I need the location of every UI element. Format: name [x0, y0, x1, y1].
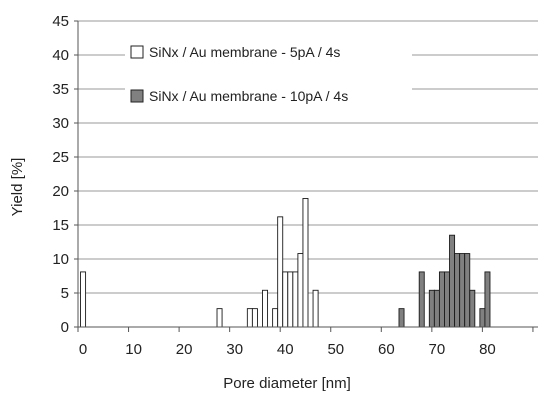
bar-5pa — [262, 289, 269, 328]
bar-5pa — [251, 308, 258, 328]
bar-10pa — [428, 289, 435, 328]
legend: SiNx / Au membrane - 5pA / 4s SiNx / Au … — [130, 44, 348, 104]
bar-10pa — [459, 253, 466, 328]
x-tick-label: 40 — [277, 341, 294, 358]
bar-10pa — [418, 271, 425, 328]
y-tick-label: 15 — [52, 217, 69, 234]
x-tick-label: 20 — [176, 341, 193, 358]
bar-5pa — [302, 198, 309, 328]
legend-item-10pa: SiNx / Au membrane - 10pA / 4s — [130, 88, 348, 104]
x-tick-label: 70 — [429, 341, 446, 358]
y-tick-label: 10 — [52, 251, 69, 268]
x-tick-label: 10 — [125, 341, 142, 358]
bars — [80, 198, 491, 328]
x-tick-label: 0 — [79, 341, 87, 358]
bar-10pa — [479, 308, 486, 328]
x-tick-label: 60 — [378, 341, 395, 358]
bar-5pa — [216, 308, 223, 328]
bar-5pa — [287, 271, 294, 328]
legend-swatch-10pa — [130, 89, 144, 103]
y-tick-label: 25 — [52, 149, 69, 166]
x-tick-label: 30 — [226, 341, 243, 358]
y-tick-label: 45 — [52, 13, 69, 30]
bar-5pa — [246, 308, 253, 328]
x-axis-title: Pore diameter [nm] — [223, 375, 351, 392]
bar-10pa — [444, 271, 450, 328]
bar-10pa — [454, 253, 461, 328]
bar-5pa — [292, 271, 299, 328]
bar-10pa — [469, 289, 476, 328]
x-tick-label: 80 — [479, 341, 496, 358]
bar-5pa — [80, 271, 87, 328]
x-tick-label: 50 — [327, 341, 344, 358]
bar-5pa — [272, 308, 279, 328]
legend-label-10pa: SiNx / Au membrane - 10pA / 4s — [149, 88, 348, 104]
y-axis-title: Yield [%] — [9, 158, 26, 217]
bar-5pa — [297, 253, 304, 328]
x-tick-labels: 0 10 20 30 40 50 60 70 80 — [79, 341, 496, 358]
bar-10pa — [449, 234, 456, 328]
y-tick-label: 40 — [52, 47, 69, 64]
legend-label-5pa: SiNx / Au membrane - 5pA / 4s — [149, 44, 340, 60]
y-tick-labels: 0 5 10 15 20 25 30 35 40 45 — [52, 13, 69, 336]
bar-5pa — [312, 289, 319, 328]
bar-5pa — [277, 216, 284, 328]
bar-5pa — [282, 271, 289, 328]
legend-item-5pa: SiNx / Au membrane - 5pA / 4s — [130, 44, 340, 60]
bar-10pa — [398, 308, 405, 328]
axes — [74, 20, 538, 332]
bar-10pa — [484, 271, 491, 328]
y-tick-label: 20 — [52, 183, 69, 200]
bar-10pa — [438, 271, 445, 328]
y-tick-label: 0 — [61, 319, 69, 336]
bar-10pa — [464, 253, 471, 328]
y-tick-label: 30 — [52, 115, 69, 132]
y-tick-label: 5 — [61, 285, 69, 302]
y-tick-label: 35 — [52, 81, 69, 98]
bar-10pa — [433, 289, 440, 328]
legend-swatch-5pa — [130, 45, 144, 59]
